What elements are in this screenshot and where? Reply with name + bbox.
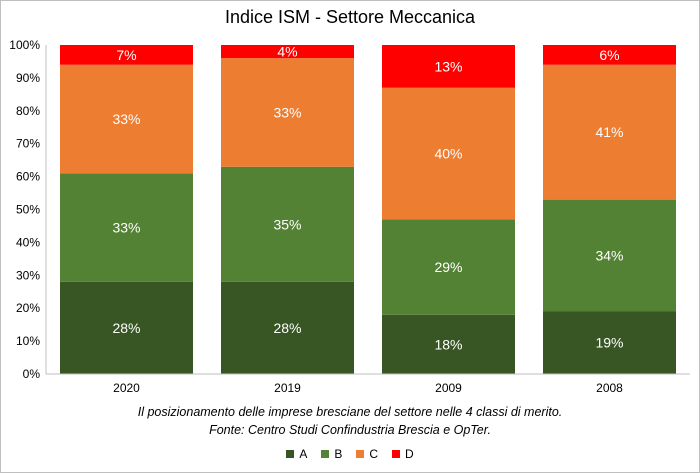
legend-item-b: B: [321, 447, 342, 461]
x-tick-label: 2009: [435, 381, 462, 395]
y-tick-label: 60%: [16, 170, 40, 184]
data-label-c-2019: 33%: [273, 104, 301, 120]
bar-segment-c-2019: [221, 58, 354, 167]
data-label-d-2009: 13%: [434, 58, 462, 74]
bar-segment-a-2020: [60, 281, 193, 374]
y-tick-label: 20%: [16, 301, 40, 315]
legend-label: C: [369, 447, 379, 461]
data-label-c-2009: 40%: [434, 146, 462, 162]
legend-swatch: [286, 450, 295, 458]
data-label-a-2019: 28%: [273, 320, 301, 336]
y-tick-label: 80%: [16, 104, 40, 118]
legend-swatch: [356, 450, 365, 458]
stacked-bar-chart: 0% 10% 20% 30% 40% 50% 60% 70% 80% 90% 100% 28% 33% 3…: [9, 38, 690, 395]
legend-label: B: [334, 447, 343, 461]
bar-segment-c-2009: [382, 87, 515, 220]
data-label-c-2020: 33%: [112, 111, 140, 127]
bar-segment-a-2009: [382, 314, 515, 374]
bar-segment-b-2009: [382, 219, 515, 315]
data-label-c-2008: 41%: [595, 124, 623, 140]
data-label-a-2008: 19%: [595, 335, 623, 351]
chart-caption-description: Il posizionamento delle imprese brescian…: [137, 405, 563, 419]
bar-segment-a-2019: [221, 281, 354, 374]
chart-title: Indice ISM - Settore Meccanica: [224, 7, 476, 27]
bar-segment-c-2008: [543, 64, 676, 200]
chart-legend: A B C D: [0, 447, 700, 461]
bar-segment-a-2008: [543, 311, 676, 374]
bar-segment-d-2019: [221, 45, 354, 59]
x-tick-label: 2019: [274, 381, 301, 395]
data-label-b-2019: 35%: [273, 216, 301, 232]
y-tick-label: 70%: [16, 137, 40, 151]
chart-caption-source: Fonte: Centro Studi Confindustria Bresci…: [209, 423, 491, 437]
data-label-a-2020: 28%: [112, 320, 140, 336]
x-tick-label: 2020: [113, 381, 140, 395]
data-label-d-2020: 7%: [116, 47, 136, 63]
bar-segment-b-2008: [543, 199, 676, 312]
y-tick-label: 10%: [16, 334, 40, 348]
data-label-b-2020: 33%: [112, 220, 140, 236]
data-label-b-2008: 34%: [595, 248, 623, 264]
bar-segment-d-2008: [543, 45, 676, 65]
x-tick-label: 2008: [596, 381, 623, 395]
legend-item-a: A: [286, 447, 307, 461]
y-tick-label: 100%: [9, 38, 40, 52]
bar-segment-b-2020: [60, 173, 193, 282]
data-label-a-2009: 18%: [434, 336, 462, 352]
y-tick-label: 40%: [16, 235, 40, 249]
legend-swatch: [392, 450, 401, 458]
bar-segment-c-2020: [60, 64, 193, 174]
y-tick-label: 0%: [23, 367, 41, 381]
legend-label: D: [405, 447, 414, 461]
bar-segment-d-2009: [382, 45, 515, 88]
data-label-d-2008: 6%: [599, 47, 619, 63]
legend-item-c: C: [356, 447, 378, 461]
bar-segment-b-2019: [221, 166, 354, 282]
data-label-b-2009: 29%: [434, 259, 462, 275]
y-tick-label: 90%: [16, 71, 40, 85]
legend-item-d: D: [392, 447, 414, 461]
legend-swatch: [321, 450, 330, 458]
y-tick-label: 50%: [16, 203, 40, 217]
legend-label: A: [299, 447, 308, 461]
y-tick-label: 30%: [16, 268, 40, 282]
bar-segment-d-2020: [60, 45, 193, 65]
data-label-d-2019: 4%: [277, 44, 297, 60]
